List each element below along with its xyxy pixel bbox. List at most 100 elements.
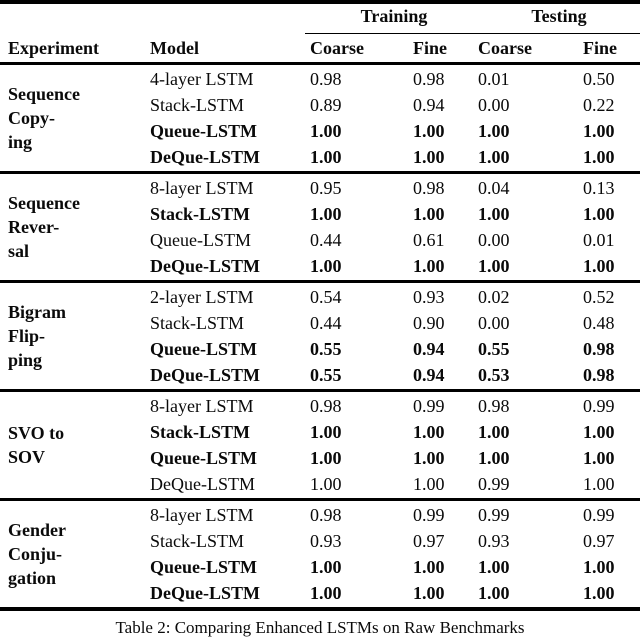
model-cell: Queue-LSTM [150,230,251,250]
value-cell: 0.94 [413,339,445,359]
value-cell: 0.53 [478,365,510,385]
value-cell: 0.50 [583,69,615,89]
value-cell: 0.48 [583,313,615,333]
model-cell: Queue-LSTM [150,557,258,577]
value-cell: 0.97 [413,531,445,551]
experiment-label: Gender Conju- gation [8,520,66,588]
value-cell: 0.99 [413,396,445,416]
table-row: Stack-LSTM 0.89 0.94 0.00 0.22 [150,92,640,118]
value-cell: 1.00 [310,583,342,603]
table-row: DeQue-LSTM 1.00 1.00 1.00 1.00 [150,144,640,170]
value-cell: 1.00 [310,422,342,442]
table-row: DeQue-LSTM 1.00 1.00 1.00 1.00 [150,580,640,606]
model-cell: DeQue-LSTM [150,147,260,167]
value-cell: 0.44 [310,313,342,333]
value-cell: 0.98 [310,69,342,89]
value-cell: 0.01 [583,230,615,250]
model-cell: 8-layer LSTM [150,178,254,198]
value-cell: 0.98 [310,505,342,525]
value-cell: 0.55 [310,365,342,385]
table-row: Queue-LSTM 1.00 1.00 1.00 1.00 [150,445,640,471]
value-cell: 0.00 [478,95,510,115]
table-bottom-rule [0,607,640,611]
span-header-underline [305,33,640,34]
value-cell: 1.00 [478,121,510,141]
model-cell: Stack-LSTM [150,313,244,333]
value-cell: 1.00 [478,147,510,167]
table-row: Queue-LSTM 0.55 0.94 0.55 0.98 [150,336,640,362]
value-cell: 0.94 [413,95,445,115]
experiment-label: SVO to SOV [8,423,65,467]
model-cell: Stack-LSTM [150,422,251,442]
value-cell: 1.00 [583,204,615,224]
model-cell: DeQue-LSTM [150,583,260,603]
value-cell: 0.61 [413,230,445,250]
value-cell: 0.93 [413,287,445,307]
span-header-row: Training Testing [0,4,640,33]
value-cell: 0.98 [413,69,445,89]
value-cell: 0.00 [478,230,510,250]
value-cell: 1.00 [413,557,445,577]
header-bottom-rule [0,62,640,65]
value-cell: 1.00 [478,204,510,224]
table-group-bigram-flipping: Bigram Flip- ping 2-layer LSTM 0.54 0.93… [0,280,640,389]
table-row: Stack-LSTM 1.00 1.00 1.00 1.00 [150,201,640,227]
value-cell: 1.00 [478,557,510,577]
table-row: Stack-LSTM 1.00 1.00 1.00 1.00 [150,419,640,445]
table-row: DeQue-LSTM 1.00 1.00 0.99 1.00 [150,471,640,497]
column-header-row: Experiment Model Coarse Fine Coarse Fine [0,34,640,62]
model-cell: Queue-LSTM [150,448,258,468]
table-row: Stack-LSTM 0.44 0.90 0.00 0.48 [150,310,640,336]
model-cell: DeQue-LSTM [150,365,260,385]
value-cell: 1.00 [310,256,342,276]
value-cell: 0.89 [310,95,342,115]
table-row: 8-layer LSTM 0.98 0.99 0.98 0.99 [150,393,640,419]
model-cell: DeQue-LSTM [150,256,260,276]
value-cell: 0.98 [413,178,445,198]
value-cell: 0.44 [310,230,342,250]
value-cell: 0.98 [310,396,342,416]
table-group-sequence-copying: Sequence Copy- ing 4-layer LSTM 0.98 0.9… [0,65,640,171]
col-header-test-coarse: Coarse [478,37,532,58]
table-row: Queue-LSTM 1.00 1.00 1.00 1.00 [150,554,640,580]
value-cell: 0.55 [478,339,510,359]
experiment-label: Sequence Rever- sal [8,193,80,261]
value-cell: 0.90 [413,313,445,333]
value-cell: 0.93 [310,531,342,551]
table-row: 4-layer LSTM 0.98 0.98 0.01 0.50 [150,66,640,92]
value-cell: 0.04 [478,178,510,198]
table-row: DeQue-LSTM 0.55 0.94 0.53 0.98 [150,362,640,388]
value-cell: 0.99 [583,505,615,525]
col-header-experiment: Experiment [8,37,99,58]
value-cell: 1.00 [413,583,445,603]
value-cell: 1.00 [310,448,342,468]
value-cell: 1.00 [310,147,342,167]
value-cell: 1.00 [413,147,445,167]
model-cell: 4-layer LSTM [150,69,254,89]
table-row: 8-layer LSTM 0.95 0.98 0.04 0.13 [150,175,640,201]
model-cell: 2-layer LSTM [150,287,254,307]
value-cell: 0.93 [478,531,510,551]
value-cell: 1.00 [583,557,615,577]
value-cell: 1.00 [478,448,510,468]
value-cell: 1.00 [583,474,615,494]
model-cell: 8-layer LSTM [150,505,254,525]
value-cell: 1.00 [310,121,342,141]
value-cell: 0.98 [583,339,615,359]
value-cell: 0.54 [310,287,342,307]
value-cell: 1.00 [583,422,615,442]
value-cell: 1.00 [478,422,510,442]
value-cell: 1.00 [583,121,615,141]
value-cell: 1.00 [413,204,445,224]
value-cell: 1.00 [413,474,445,494]
value-cell: 1.00 [478,583,510,603]
value-cell: 1.00 [478,256,510,276]
model-cell: Stack-LSTM [150,531,244,551]
col-header-test-fine: Fine [583,37,617,58]
value-cell: 1.00 [413,121,445,141]
value-cell: 1.00 [583,256,615,276]
model-cell: Stack-LSTM [150,95,244,115]
value-cell: 0.94 [413,365,445,385]
value-cell: 1.00 [310,204,342,224]
table-row: 2-layer LSTM 0.54 0.93 0.02 0.52 [150,284,640,310]
